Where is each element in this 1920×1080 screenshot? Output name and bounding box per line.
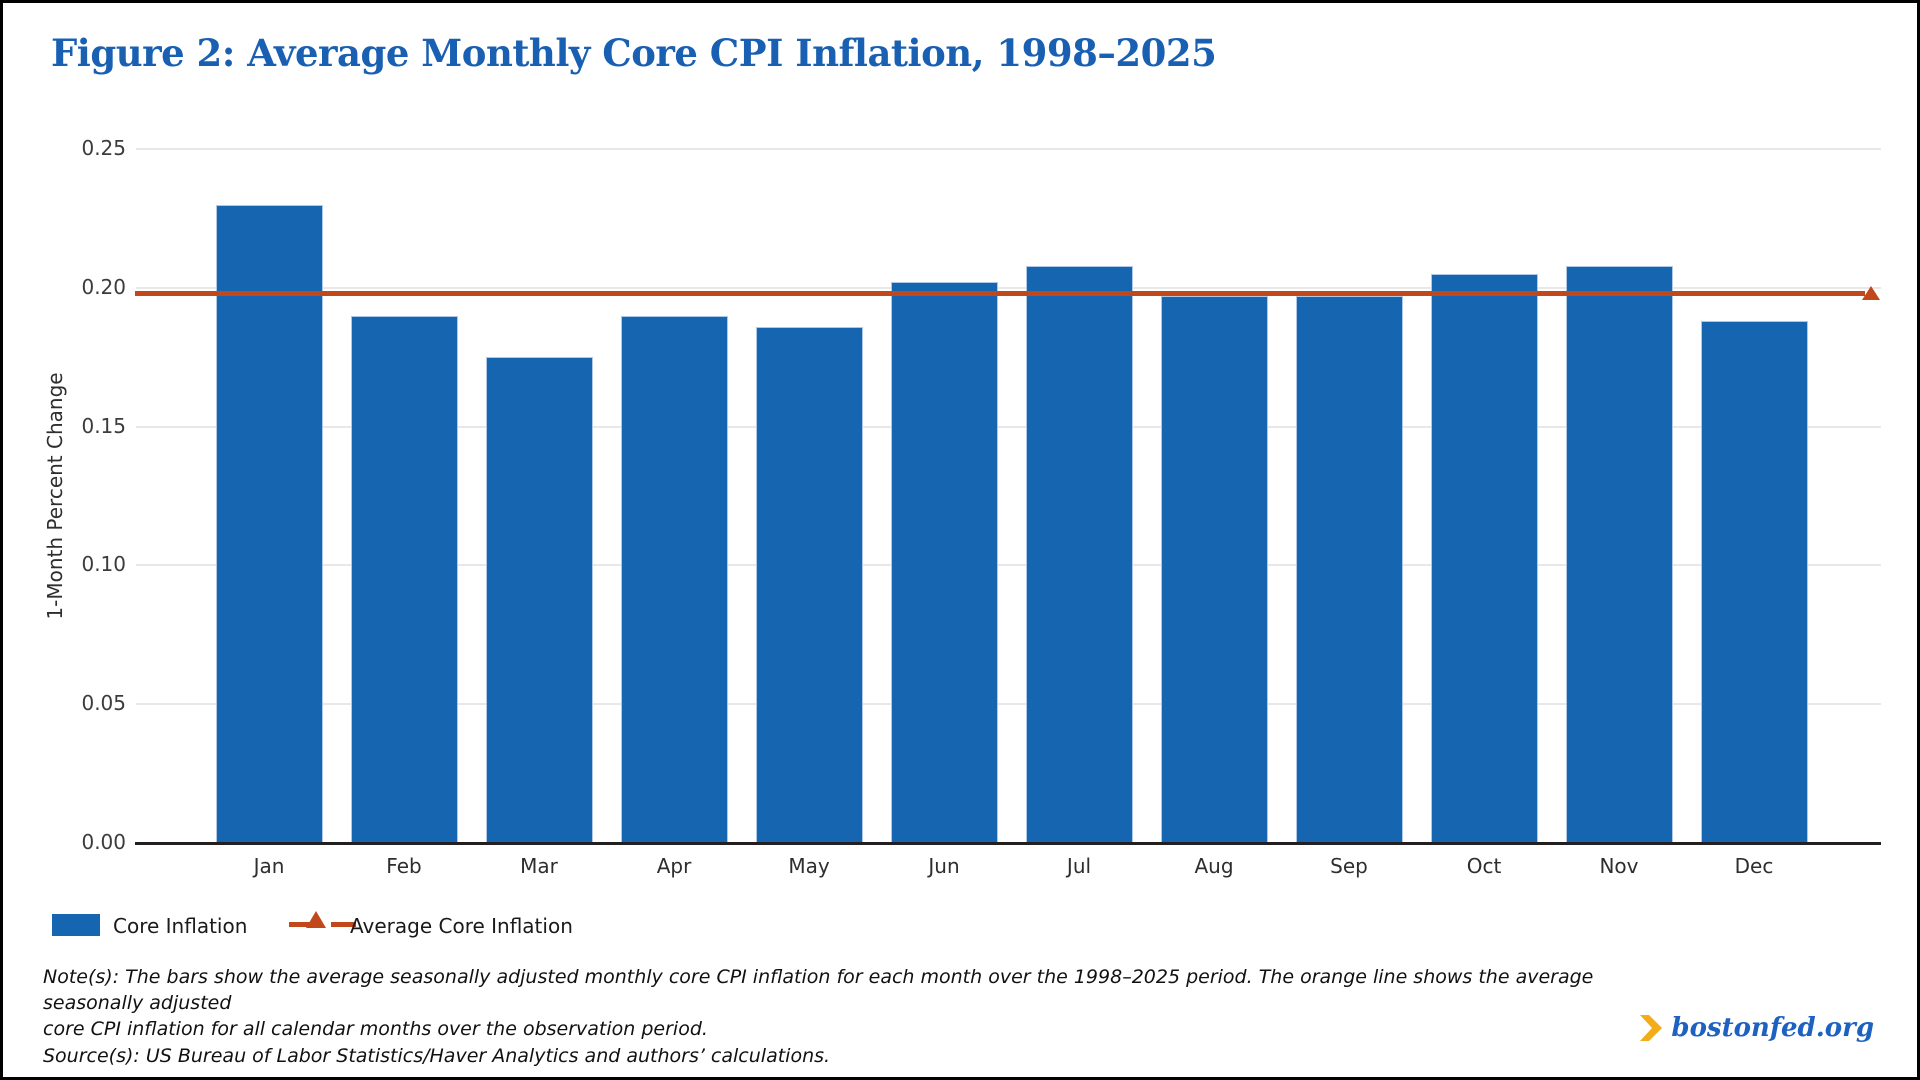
- y-tick-0.00: 0.00: [81, 830, 126, 854]
- x-axis-line: [135, 842, 1881, 845]
- x-tick-apr: Apr: [656, 854, 692, 878]
- note-line-2: core CPI inflation for all calendar mont…: [43, 1018, 708, 1040]
- x-tick-jul: Jul: [1066, 854, 1092, 878]
- x-tick-oct: Oct: [1466, 854, 1502, 878]
- bar-sep: [1295, 296, 1403, 843]
- bar-mar: [485, 357, 593, 843]
- legend-average-line-dash-icon: [331, 922, 356, 927]
- x-tick-nov: Nov: [1599, 854, 1639, 878]
- y-tick-0.15: 0.15: [81, 413, 126, 438]
- legend-average-core-inflation-label: Average Core Inflation: [350, 914, 573, 938]
- x-tick-feb: Feb: [386, 854, 422, 878]
- y-tick-0.10: 0.10: [81, 552, 126, 577]
- x-tick-mar: Mar: [520, 854, 558, 878]
- average-core-inflation-line: [135, 290, 1865, 296]
- bar-jul: [1025, 265, 1133, 843]
- gridline-0.20: [136, 286, 1881, 289]
- source-line: Source(s): US Bureau of Labor Statistics…: [43, 1045, 831, 1067]
- legend-core-inflation-label: Core Inflation: [113, 914, 248, 938]
- gridline-0.05: [136, 703, 1881, 706]
- figure-notes: Note(s): The bars show the average seaso…: [43, 964, 1693, 1069]
- figure-title: Figure 2: Average Monthly Core CPI Infla…: [51, 31, 1217, 75]
- x-tick-sep: Sep: [1330, 854, 1368, 878]
- gridline-0.15: [136, 425, 1881, 428]
- bar-dec: [1700, 321, 1808, 843]
- bar-chart: 1-Month Percent Change 0.00 0.05 0.10 0.15 0…: [3, 3, 1917, 1077]
- y-tick-0.05: 0.05: [81, 691, 126, 716]
- y-tick-0.25: 0.25: [81, 136, 126, 160]
- bostonfed-logo-text: bostonfed.org: [1671, 1013, 1874, 1043]
- bar-feb: [350, 315, 458, 843]
- bar-jan: [215, 204, 323, 843]
- bar-jun: [890, 282, 998, 843]
- x-tick-jun: Jun: [928, 854, 960, 878]
- average-line-triangle-arrow-icon: [1862, 286, 1880, 301]
- gold-chevron-icon: [1640, 1015, 1663, 1041]
- x-tick-dec: Dec: [1734, 854, 1774, 878]
- bar-apr: [620, 315, 728, 843]
- bar-oct: [1430, 273, 1538, 843]
- legend-triangle-marker-icon: [306, 911, 326, 928]
- legend-average-line-dash-icon: [289, 922, 314, 927]
- x-tick-jan: Jan: [253, 854, 285, 878]
- bar-aug: [1160, 296, 1268, 843]
- note-line-1: Note(s): The bars show the average seaso…: [43, 966, 1594, 1014]
- x-tick-aug: Aug: [1194, 854, 1234, 878]
- bar-may: [755, 326, 863, 843]
- y-axis-label: 1-Month Percent Change: [43, 372, 67, 620]
- y-tick-0.20: 0.20: [81, 274, 126, 299]
- x-tick-may: May: [788, 854, 830, 878]
- gridline-0.25: [136, 148, 1881, 150]
- bostonfed-logo[interactable]: bostonfed.org: [1639, 1011, 1874, 1045]
- bar-nov: [1565, 265, 1673, 843]
- gridline-0.10: [136, 564, 1881, 567]
- legend-core-inflation-swatch: [52, 914, 100, 936]
